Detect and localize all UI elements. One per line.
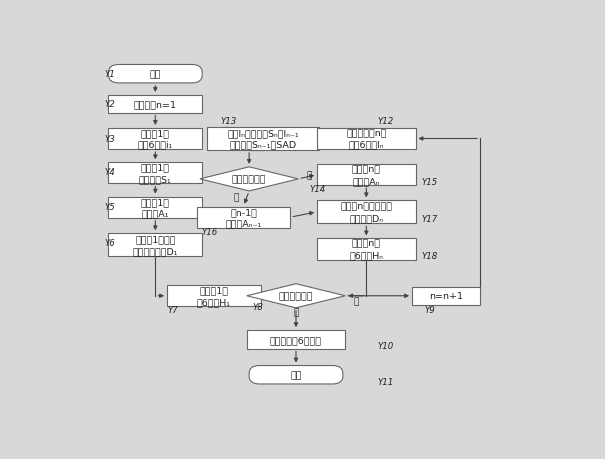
Text: 满足相似度？: 满足相似度？	[232, 175, 266, 184]
Text: Y11: Y11	[377, 377, 393, 386]
FancyBboxPatch shape	[167, 285, 261, 307]
Text: Y10: Y10	[377, 341, 393, 350]
Text: 合成第1帧
阧6射图H₁: 合成第1帧 阧6射图H₁	[197, 286, 231, 306]
FancyBboxPatch shape	[197, 207, 290, 228]
Text: Y9: Y9	[425, 306, 436, 315]
FancyBboxPatch shape	[108, 197, 202, 218]
FancyBboxPatch shape	[412, 287, 480, 305]
Text: Y15: Y15	[422, 178, 438, 187]
FancyBboxPatch shape	[108, 96, 202, 113]
Text: 计算Iₙ天空区域Sₙ与Iₙ₋₁
天空区域Sₙ₋₁的SAD: 计算Iₙ天空区域Sₙ与Iₙ₋₁ 天空区域Sₙ₋₁的SAD	[227, 129, 299, 149]
Text: Y12: Y12	[377, 117, 393, 126]
Text: 输出合成阧6射视频: 输出合成阧6射视频	[270, 335, 322, 344]
FancyBboxPatch shape	[317, 239, 416, 260]
Text: 标记第1帧
天空区域S₁: 标记第1帧 天空区域S₁	[139, 163, 172, 184]
FancyBboxPatch shape	[317, 165, 416, 186]
FancyBboxPatch shape	[317, 201, 416, 224]
FancyBboxPatch shape	[207, 128, 319, 151]
Text: 计算第n帧
大气光Aₙ: 计算第n帧 大气光Aₙ	[352, 165, 381, 185]
Text: 是最后一帧？: 是最后一帧？	[279, 291, 313, 301]
FancyBboxPatch shape	[108, 234, 202, 257]
FancyBboxPatch shape	[108, 129, 202, 150]
Text: 帧计数器n=1: 帧计数器n=1	[134, 100, 177, 109]
Text: 开始: 开始	[149, 70, 161, 79]
Text: 是: 是	[293, 308, 299, 317]
FancyBboxPatch shape	[249, 366, 343, 384]
Text: 场景第1帧
无阧6射图i₁: 场景第1帧 无阧6射图i₁	[138, 129, 173, 149]
Text: Y2: Y2	[105, 99, 116, 108]
Text: 第n-1帧
大气光Aₙ₋₁: 第n-1帧 大气光Aₙ₋₁	[225, 207, 261, 228]
Text: 仿真场景第n帧
无阧6射图Iₙ: 仿真场景第n帧 无阧6射图Iₙ	[346, 129, 387, 149]
FancyBboxPatch shape	[108, 163, 202, 184]
Text: 否: 否	[306, 171, 312, 180]
Text: Y6: Y6	[105, 239, 116, 247]
FancyBboxPatch shape	[247, 330, 345, 349]
Text: Y1: Y1	[105, 70, 116, 79]
Polygon shape	[200, 168, 298, 191]
Text: 计算第1帧场景
深度信息矩阵D₁: 计算第1帧场景 深度信息矩阵D₁	[132, 235, 178, 255]
Text: 否: 否	[353, 296, 359, 305]
Text: Y18: Y18	[422, 252, 438, 260]
Text: Y14: Y14	[309, 185, 325, 194]
Text: Y8: Y8	[253, 302, 264, 311]
Text: 是: 是	[234, 193, 239, 202]
Text: Y13: Y13	[220, 117, 237, 126]
Text: Y17: Y17	[422, 215, 438, 224]
Text: 计算第n帧场景深度
信息矩阵Dₙ: 计算第n帧场景深度 信息矩阵Dₙ	[341, 202, 392, 223]
Polygon shape	[247, 284, 345, 308]
Text: Y7: Y7	[168, 306, 178, 315]
Text: Y5: Y5	[105, 202, 116, 212]
FancyBboxPatch shape	[108, 65, 202, 84]
Text: n=n+1: n=n+1	[429, 291, 463, 301]
FancyBboxPatch shape	[317, 129, 416, 150]
Text: 结束: 结束	[290, 370, 302, 380]
Text: Y4: Y4	[105, 168, 116, 177]
Text: 计算第1帧
大气光A₁: 计算第1帧 大气光A₁	[141, 197, 170, 218]
Text: Y3: Y3	[105, 134, 116, 143]
Text: 合成第n帧
阧6射图Hₙ: 合成第n帧 阧6射图Hₙ	[349, 239, 384, 260]
Text: Y16: Y16	[201, 227, 218, 236]
